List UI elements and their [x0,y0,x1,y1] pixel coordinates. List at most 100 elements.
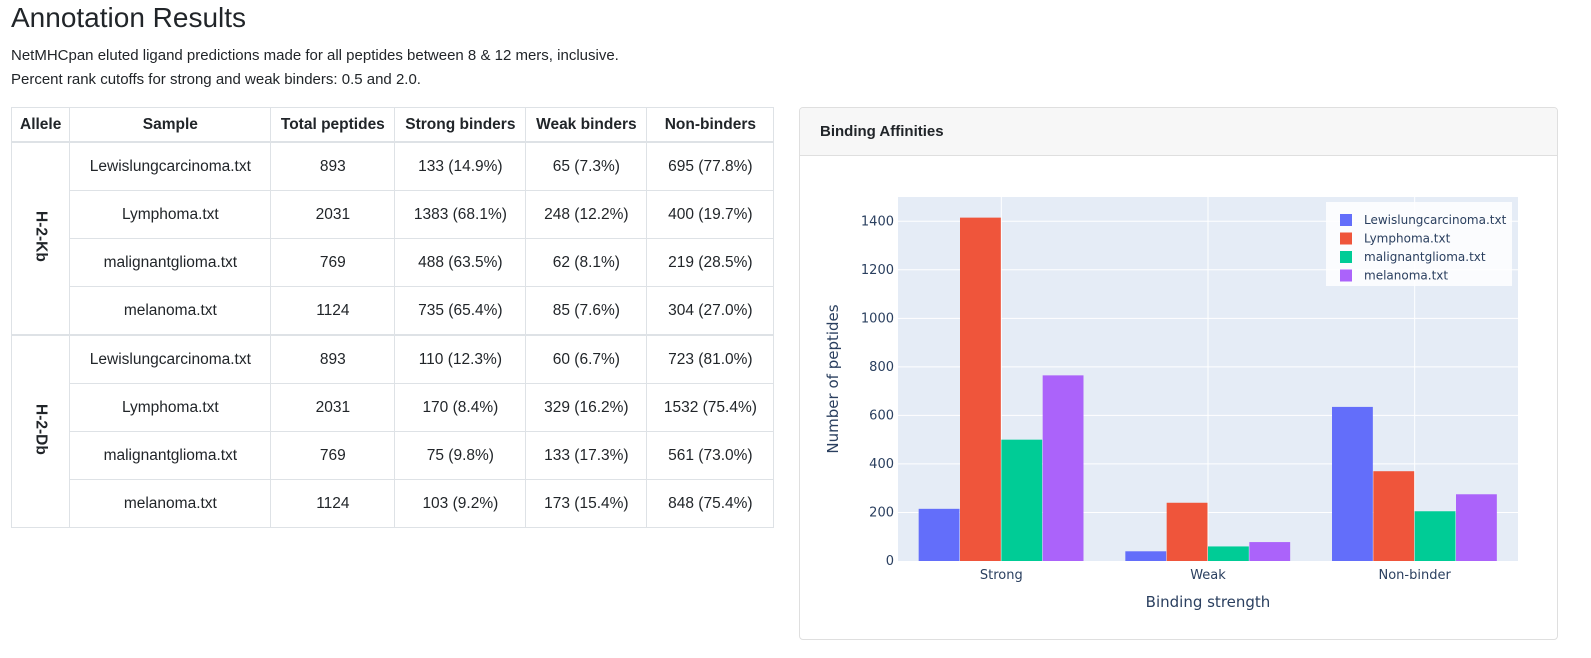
y-axis-title: Number of peptides [824,304,842,453]
non-binder-cell: 1532 (75.4%) [646,383,775,432]
y-tick-label: 1200 [861,263,894,278]
bar[interactable] [1125,551,1167,561]
sample-cell: Lewislungcarcinoma.txt [69,334,272,384]
table-row: melanoma.txt 1124 735 (65.4%) 85 (7.6%) … [12,286,775,336]
sample-cell: malignantglioma.txt [69,431,272,480]
column-header-total-peptides: Total peptides [270,107,396,143]
legend-label[interactable]: Lymphoma.txt [1364,232,1451,246]
page-title: Annotation Results [11,2,247,33]
bar[interactable] [1414,511,1456,561]
sample-cell: Lymphoma.txt [69,383,272,432]
legend-swatch[interactable] [1340,214,1352,226]
card-title: Binding Affinities [820,123,944,140]
card-header: Binding Affinities [800,108,1557,156]
total-cell: 1124 [270,479,396,528]
weak-cell: 62 (8.1%) [525,238,648,287]
table-row: H-2-Kb Lewislungcarcinoma.txt 893 133 (1… [10,141,775,336]
non-binder-cell: 304 (27.0%) [646,286,775,336]
total-cell: 769 [270,238,396,287]
y-tick-label: 0 [886,554,894,569]
strong-cell: 75 (9.8%) [394,431,527,480]
non-binder-cell: 848 (75.4%) [646,479,775,528]
y-tick-label: 1000 [861,311,894,326]
card-body: 0 200 400 600 800 1000 1200 1400 Strong Weak Non-b… [800,157,1557,639]
table-row: Lymphoma.txt 2031 1383 (68.1%) 248 (12.2… [12,190,775,239]
allele-cell: H-2-Kb [10,141,71,336]
weak-cell: 133 (17.3%) [525,431,648,480]
column-header-strong-binders: Strong binders [394,107,527,143]
weak-cell: 60 (6.7%) [525,334,648,384]
non-binder-cell: 695 (77.8%) [646,141,775,191]
y-tick-label: 600 [869,408,894,423]
strong-cell: 110 (12.3%) [394,334,527,384]
bar[interactable] [1208,546,1249,561]
weak-cell: 329 (16.2%) [525,383,648,432]
total-cell: 893 [270,334,396,384]
sample-cell: Lymphoma.txt [69,190,272,239]
total-cell: 2031 [270,190,396,239]
table-header-row: Allele Sample Total peptides Strong bind… [10,107,775,143]
column-header-non-binders: Non-binders [646,107,775,143]
y-tick-label: 200 [869,505,894,520]
bar[interactable] [1249,542,1291,561]
bar[interactable] [1373,471,1415,561]
strong-cell: 1383 (68.1%) [394,190,527,239]
sample-cell: melanoma.txt [69,286,272,336]
y-tick-label: 800 [869,360,894,375]
x-tick-label: Strong [980,568,1023,583]
x-tick-label: Non-binder [1379,568,1452,583]
total-cell: 1124 [270,286,396,336]
strong-cell: 735 (65.4%) [394,286,527,336]
binding-affinity-chart[interactable]: 0 200 400 600 800 1000 1200 1400 Strong Weak Non-b… [800,157,1557,639]
non-binder-cell: 723 (81.0%) [646,334,775,384]
weak-cell: 65 (7.3%) [525,141,648,191]
legend-box [1326,202,1512,286]
total-cell: 2031 [270,383,396,432]
bar[interactable] [1001,439,1043,561]
bar[interactable] [1456,494,1497,561]
legend-swatch[interactable] [1340,269,1352,282]
bar[interactable] [960,217,1001,562]
binding-affinities-card: Binding Affinities 0 200 400 600 800 1000 1200… [799,107,1558,640]
description-line-1: NetMHCpan eluted ligand predictions made… [11,47,619,64]
non-binder-cell: 219 (28.5%) [646,238,775,287]
strong-cell: 488 (63.5%) [394,238,527,287]
total-cell: 769 [270,431,396,480]
sample-cell: malignantglioma.txt [69,238,272,287]
allele-label: H-2-Kb [32,210,50,262]
table-row: malignantglioma.txt 769 488 (63.5%) 62 (… [12,238,775,287]
legend-label[interactable]: malignantglioma.txt [1364,250,1486,264]
legend-label[interactable]: Lewislungcarcinoma.txt [1364,213,1507,227]
table-row: Lymphoma.txt 2031 170 (8.4%) 329 (16.2%)… [12,383,775,432]
weak-cell: 248 (12.2%) [525,190,648,239]
bar[interactable] [1042,375,1084,561]
total-cell: 893 [270,141,396,191]
strong-cell: 170 (8.4%) [394,383,527,432]
legend-swatch[interactable] [1340,251,1352,263]
weak-cell: 85 (7.6%) [525,286,648,336]
table-row: H-2-Db Lewislungcarcinoma.txt 893 110 (1… [10,334,775,528]
table-row: melanoma.txt 1124 103 (9.2%) 173 (15.4%)… [12,479,775,528]
non-binder-cell: 400 (19.7%) [646,190,775,239]
strong-cell: 133 (14.9%) [394,141,527,191]
legend-swatch[interactable] [1340,232,1352,245]
results-table: Allele Sample Total peptides Strong bind… [10,107,775,528]
column-header-allele: Allele [10,107,71,143]
sample-cell: melanoma.txt [69,479,272,528]
bar[interactable] [1166,502,1208,561]
description-line-2: Percent rank cutoffs for strong and weak… [11,71,421,88]
column-header-weak-binders: Weak binders [525,107,648,143]
bar[interactable] [1332,406,1373,561]
column-header-sample: Sample [69,107,272,143]
x-axis-title: Binding strength [1146,593,1271,611]
weak-cell: 173 (15.4%) [525,479,648,528]
x-tick-label: Weak [1190,568,1226,583]
allele-label: H-2-Db [32,403,50,455]
sample-cell: Lewislungcarcinoma.txt [69,141,272,191]
bar[interactable] [918,508,960,561]
table-row: malignantglioma.txt 769 75 (9.8%) 133 (1… [12,431,775,480]
y-tick-label: 1400 [861,214,894,229]
strong-cell: 103 (9.2%) [394,479,527,528]
allele-cell: H-2-Db [10,334,71,528]
legend-label[interactable]: melanoma.txt [1364,269,1448,283]
